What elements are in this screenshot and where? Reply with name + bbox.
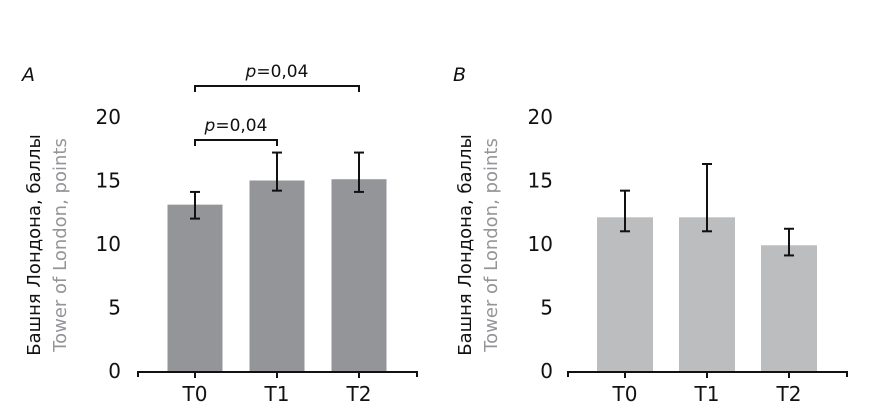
bar-T2 [761, 245, 817, 371]
panel-label: B [453, 64, 466, 86]
x-tick-label: T2 [776, 382, 802, 406]
y-axis-label-en: Tower of London, points [481, 138, 502, 353]
y-tick-label: 20 [528, 105, 553, 129]
y-axis-label-en: Tower of London, points [50, 138, 71, 353]
bar-T0 [167, 204, 223, 371]
bar-T2 [331, 179, 387, 371]
x-tick-label: T1 [264, 382, 290, 406]
x-tick-label: T1 [694, 382, 720, 406]
y-tick-label: 15 [96, 169, 121, 193]
x-tick-label: T0 [182, 382, 208, 406]
significance-bracket [194, 139, 278, 146]
y-tick-label: 20 [96, 105, 121, 129]
y-tick-label: 15 [528, 169, 553, 193]
y-tick-label: 0 [540, 359, 553, 383]
panel-A: A Башня Лондона, баллы Tower of London, po… [20, 62, 418, 406]
x-tick-label: T0 [612, 382, 638, 406]
bar-T1 [249, 180, 305, 371]
p-value-label: p=0,04 [204, 116, 268, 136]
bar-T1 [679, 217, 735, 371]
p-symbol: p [245, 62, 257, 82]
p-symbol: p [204, 116, 216, 136]
significance-bracket [194, 85, 360, 92]
y-tick-label: 10 [528, 232, 553, 256]
panel-label: A [20, 64, 35, 86]
x-tick-label: T2 [346, 382, 372, 406]
p-value: =0,04 [215, 116, 267, 136]
y-tick-label: 10 [96, 232, 121, 256]
y-tick-label: 5 [540, 296, 553, 320]
y-tick-label: 5 [108, 296, 121, 320]
panel-B: B Башня Лондона, баллы Tower of London, po… [453, 64, 848, 406]
y-axis-label-ru: Башня Лондона, баллы [455, 134, 476, 356]
y-axis-label-ru: Башня Лондона, баллы [24, 134, 45, 356]
p-value-label: p=0,04 [245, 62, 309, 82]
y-tick-label: 0 [108, 359, 121, 383]
p-value: =0,04 [256, 62, 308, 82]
bar-T0 [597, 217, 653, 371]
